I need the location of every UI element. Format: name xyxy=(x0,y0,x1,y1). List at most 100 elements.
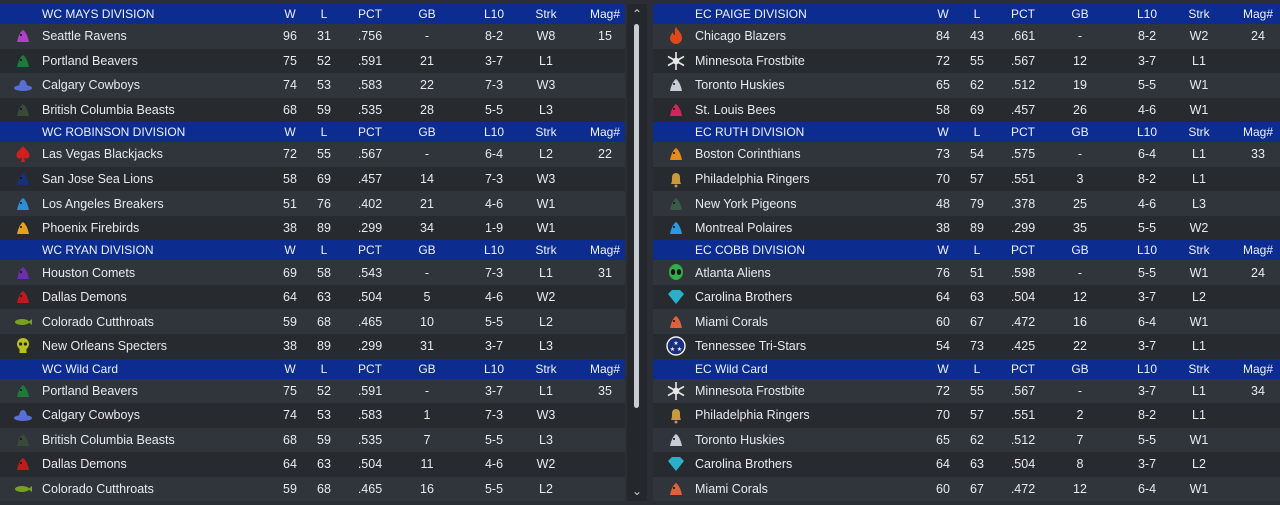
table-row[interactable]: Calgary Cowboys 74 53 .583 1 7-3 W3 xyxy=(0,403,625,428)
column-header-l[interactable]: L xyxy=(320,7,328,21)
column-header-pct[interactable]: PCT xyxy=(358,361,382,376)
team-name[interactable]: Portland Beavers xyxy=(42,383,138,398)
team-name[interactable]: Philadelphia Ringers xyxy=(695,408,810,423)
table-row[interactable]: Philadelphia Ringers 70 57 .551 2 8-2 L1 xyxy=(653,403,1280,428)
column-header-l10[interactable]: L10 xyxy=(1136,125,1158,140)
column-header-mag[interactable]: Mag# xyxy=(589,243,621,258)
table-row[interactable]: Los Angeles Breakers 51 76 .402 21 4-6 W1 xyxy=(0,191,625,216)
column-header-l[interactable]: L xyxy=(973,361,981,376)
table-row[interactable]: Atlanta Aliens 76 51 .598 - 5-5 W1 24 xyxy=(653,260,1280,285)
team-name[interactable]: Los Angeles Breakers xyxy=(42,196,164,211)
column-header-w[interactable]: W xyxy=(284,361,296,376)
team-name[interactable]: Colorado Cutthroats xyxy=(42,314,154,329)
table-row[interactable]: Phoenix Firebirds 38 89 .299 34 1-9 W1 xyxy=(0,215,625,241)
table-row[interactable]: Portland Beavers 75 52 .591 - 3-7 L1 35 xyxy=(0,378,625,404)
table-row[interactable]: Dallas Demons 64 63 .504 5 4-6 W2 xyxy=(0,284,625,310)
table-row[interactable]: British Columbia Beasts 68 59 .535 7 5-5 L3 xyxy=(0,427,625,453)
team-name[interactable]: Miami Corals xyxy=(695,482,768,497)
column-header-mag[interactable]: Mag# xyxy=(1242,361,1274,376)
column-header-strk[interactable]: Strk xyxy=(1188,243,1210,258)
table-row[interactable]: New York Pigeons 48 79 .378 25 4-6 L3 xyxy=(653,191,1280,216)
table-row[interactable]: Carolina Brothers 64 63 .504 8 3-7 L2 xyxy=(653,452,1280,477)
column-header-w[interactable]: W xyxy=(284,125,296,140)
table-row[interactable]: Philadelphia Ringers 70 57 .551 3 8-2 L1 xyxy=(653,166,1280,192)
column-header-l[interactable]: L xyxy=(320,243,328,258)
table-row[interactable]: Las Vegas Blackjacks 72 55 .567 - 6-4 L2 22 xyxy=(0,142,625,167)
scrollbar[interactable]: ⌃ ⌄ xyxy=(627,4,647,501)
column-header-w[interactable]: W xyxy=(284,7,296,21)
column-header-pct[interactable]: PCT xyxy=(358,7,382,21)
team-name[interactable]: Calgary Cowboys xyxy=(42,78,140,93)
column-header-pct[interactable]: PCT xyxy=(1011,361,1035,376)
column-header-l10[interactable]: L10 xyxy=(1136,243,1158,258)
team-name[interactable]: Tennessee Tri-Stars xyxy=(695,339,807,354)
column-header-gb[interactable]: GB xyxy=(1071,7,1089,21)
team-name[interactable]: Carolina Brothers xyxy=(695,457,793,472)
scroll-down-icon[interactable]: ⌄ xyxy=(631,484,643,498)
table-row[interactable]: St. Louis Bees 58 69 .457 26 4-6 W1 xyxy=(653,97,1280,123)
column-header-gb[interactable]: GB xyxy=(418,243,436,258)
table-row[interactable]: Colorado Cutthroats 59 68 .465 10 5-5 L2 xyxy=(0,309,625,335)
column-header-strk[interactable]: Strk xyxy=(535,361,557,376)
table-row[interactable]: Dallas Demons 64 63 .504 11 4-6 W2 xyxy=(0,452,625,477)
column-header-w[interactable]: W xyxy=(937,361,949,376)
team-name[interactable]: Boston Corinthians xyxy=(695,147,801,162)
table-row[interactable]: Toronto Huskies 65 62 .512 19 5-5 W1 xyxy=(653,73,1280,98)
column-header-l10[interactable]: L10 xyxy=(483,243,505,258)
table-row[interactable]: Colorado Cutthroats 59 68 .465 16 5-5 L2 xyxy=(0,476,625,502)
team-name[interactable]: San Jose Sea Lions xyxy=(42,172,154,186)
table-row[interactable]: Montreal Polaires 38 89 .299 35 5-5 W2 xyxy=(653,215,1280,241)
column-header-mag[interactable]: Mag# xyxy=(1242,243,1274,258)
column-header-mag[interactable]: Mag# xyxy=(589,125,621,140)
column-header-gb[interactable]: GB xyxy=(418,7,436,21)
team-name[interactable]: Minnesota Frostbite xyxy=(695,383,805,398)
column-header-pct[interactable]: PCT xyxy=(358,243,382,258)
table-row[interactable]: British Columbia Beasts 68 59 .535 28 5-5 L3 xyxy=(0,97,625,123)
table-row[interactable]: ★ ★ ★ Tennessee Tri-Stars 54 73 .425 22 3-7 L1 xyxy=(653,334,1280,359)
column-header-pct[interactable]: PCT xyxy=(1011,7,1035,21)
team-name[interactable]: Calgary Cowboys xyxy=(42,408,140,423)
team-name[interactable]: Atlanta Aliens xyxy=(695,265,771,280)
column-header-l[interactable]: L xyxy=(320,125,328,140)
team-name[interactable]: Colorado Cutthroats xyxy=(42,482,154,497)
table-row[interactable]: Miami Corals 60 67 .472 16 6-4 W1 xyxy=(653,309,1280,335)
team-name[interactable]: Toronto Huskies xyxy=(695,432,785,447)
team-name[interactable]: British Columbia Beasts xyxy=(42,102,175,117)
column-header-l10[interactable]: L10 xyxy=(483,7,505,21)
scrollbar-thumb[interactable] xyxy=(634,24,639,408)
column-header-strk[interactable]: Strk xyxy=(535,125,557,140)
team-name[interactable]: Dallas Demons xyxy=(42,457,127,472)
column-header-mag[interactable]: Mag# xyxy=(1242,125,1274,140)
column-header-l[interactable]: L xyxy=(973,125,981,140)
team-name[interactable]: Toronto Huskies xyxy=(695,78,785,93)
column-header-gb[interactable]: GB xyxy=(1071,361,1089,376)
scroll-up-icon[interactable]: ⌃ xyxy=(631,7,643,21)
team-name[interactable]: New Orleans Specters xyxy=(42,339,168,354)
table-row[interactable]: San Jose Sea Lions 58 69 .457 14 7-3 W3 xyxy=(0,166,625,192)
team-name[interactable]: Minnesota Frostbite xyxy=(695,53,805,68)
column-header-strk[interactable]: Strk xyxy=(1188,7,1210,21)
column-header-gb[interactable]: GB xyxy=(1071,125,1089,140)
team-name[interactable]: Portland Beavers xyxy=(42,53,138,68)
column-header-strk[interactable]: Strk xyxy=(535,7,557,21)
team-name[interactable]: Philadelphia Ringers xyxy=(695,172,810,186)
team-name[interactable]: Seattle Ravens xyxy=(42,29,127,44)
table-row[interactable]: Miami Corals 60 67 .472 12 6-4 W1 xyxy=(653,476,1280,502)
column-header-mag[interactable]: Mag# xyxy=(589,7,621,21)
team-name[interactable]: New York Pigeons xyxy=(695,196,797,211)
column-header-pct[interactable]: PCT xyxy=(358,125,382,140)
column-header-pct[interactable]: PCT xyxy=(1011,125,1035,140)
column-header-mag[interactable]: Mag# xyxy=(1242,7,1274,21)
column-header-l10[interactable]: L10 xyxy=(1136,361,1158,376)
column-header-w[interactable]: W xyxy=(937,125,949,140)
table-row[interactable]: New Orleans Specters 38 89 .299 31 3-7 L3 xyxy=(0,334,625,359)
team-name[interactable]: Phoenix Firebirds xyxy=(42,221,140,236)
column-header-gb[interactable]: GB xyxy=(1071,243,1089,258)
team-name[interactable]: Houston Comets xyxy=(42,265,136,280)
team-name[interactable]: Miami Corals xyxy=(695,314,768,329)
table-row[interactable]: Calgary Cowboys 74 53 .583 22 7-3 W3 xyxy=(0,73,625,98)
team-name[interactable]: Chicago Blazers xyxy=(695,29,787,44)
team-name[interactable]: Las Vegas Blackjacks xyxy=(42,147,163,162)
table-row[interactable]: Seattle Ravens 96 31 .756 - 8-2 W8 15 xyxy=(0,24,625,49)
table-row[interactable]: Minnesota Frostbite 72 55 .567 - 3-7 L1 34 xyxy=(653,378,1280,404)
